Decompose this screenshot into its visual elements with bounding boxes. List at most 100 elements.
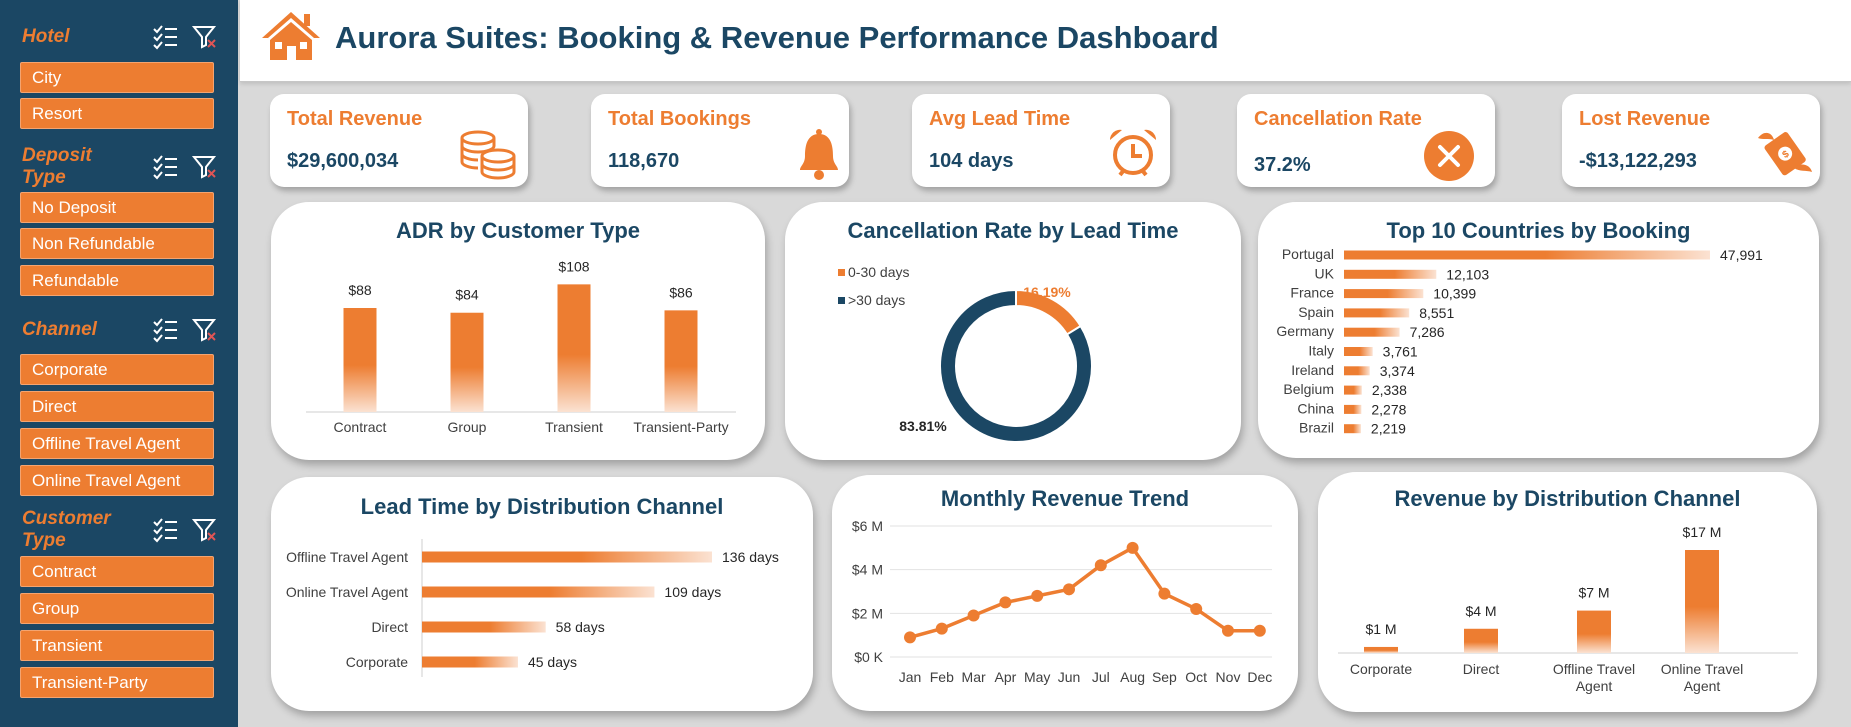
category-label: Offline Travel Agent — [286, 549, 408, 565]
x-tick-label: Feb — [930, 669, 954, 685]
data-point — [967, 609, 980, 622]
adr-chart-panel: ADR by Customer Type $88 Contract $84 Group… — [271, 202, 765, 460]
kpi-card-total-revenue: Total Revenue $29,600,034 — [270, 94, 528, 187]
data-label: 109 days — [664, 584, 721, 600]
data-label: $4 M — [1465, 603, 1496, 619]
slicer-item[interactable]: Transient — [20, 630, 214, 661]
category-label: UK — [1315, 265, 1335, 281]
category-label: Offline Travel — [1553, 661, 1635, 677]
kpi-label: Total Revenue — [287, 108, 423, 130]
chart-title: Lead Time by Distribution Channel — [360, 494, 724, 519]
data-label: 83.81% — [899, 418, 947, 434]
bar — [1344, 327, 1400, 337]
kpi-card-lost-revenue: Lost Revenue -$13,122,293 $ — [1562, 94, 1820, 187]
data-label: 12,103 — [1446, 266, 1489, 282]
category-label: Spain — [1298, 304, 1334, 320]
data-point — [935, 622, 948, 635]
donut-slice — [939, 288, 1093, 443]
bar — [1577, 610, 1611, 653]
data-label: 10,399 — [1433, 286, 1476, 302]
category-label: Ireland — [1291, 362, 1334, 378]
x-tick-label: May — [1024, 669, 1050, 685]
kpi-label: Cancellation Rate — [1254, 108, 1422, 130]
slicer-header: Channel — [22, 315, 218, 345]
slicer-item[interactable]: Corporate — [20, 354, 214, 385]
slicer-title: Channel — [22, 319, 97, 340]
clear-filter-icon[interactable] — [192, 154, 218, 180]
bar — [422, 551, 712, 563]
kpi-card-cancellation-rate: Cancellation Rate 37.2% — [1237, 94, 1495, 187]
slicer-item[interactable]: No Deposit — [20, 192, 214, 223]
category-label: Online Travel — [1661, 661, 1743, 677]
category-label: Italy — [1308, 343, 1334, 359]
monthly-chart-panel: Monthly Revenue Trend $0 K $2 M $4 M $6 M Ja… — [832, 475, 1298, 711]
legend-label: >30 days — [848, 292, 905, 308]
slicer-item[interactable]: Resort — [20, 98, 214, 129]
kpi-value: 118,670 — [608, 150, 680, 172]
slicer-item[interactable]: Offline Travel Agent — [20, 428, 214, 459]
slicer-item[interactable]: Refundable — [20, 265, 214, 296]
bar — [450, 312, 484, 412]
bar — [1344, 366, 1370, 376]
data-point — [1094, 559, 1107, 572]
multi-select-icon[interactable] — [152, 317, 178, 343]
y-tick-label: $0 K — [854, 649, 883, 665]
bar — [422, 621, 546, 633]
data-label: 3,374 — [1380, 363, 1415, 379]
multi-select-icon[interactable] — [152, 517, 178, 543]
data-label: 47,991 — [1720, 247, 1763, 263]
slicer-title: Hotel — [22, 26, 70, 47]
category-label: Corporate — [1350, 661, 1412, 677]
category-label: Online Travel Agent — [286, 584, 408, 600]
data-label: 2,219 — [1371, 421, 1406, 437]
header-bar: Aurora Suites: Booking & Revenue Perform… — [240, 0, 1851, 82]
category-label: Agent — [1576, 678, 1613, 694]
data-label: 7,286 — [1410, 324, 1445, 340]
slicer-item[interactable]: Direct — [20, 391, 214, 422]
multi-select-icon[interactable] — [152, 24, 178, 50]
slicer-item[interactable]: Online Travel Agent — [20, 465, 214, 496]
data-label: 58 days — [556, 619, 605, 635]
cancel-icon — [1424, 131, 1474, 181]
y-tick-label: $4 M — [852, 562, 883, 578]
clear-filter-icon[interactable] — [192, 317, 218, 343]
data-point — [1158, 587, 1171, 600]
page-title: Aurora Suites: Booking & Revenue Perform… — [335, 20, 1219, 55]
flying-money-icon: $ — [1758, 132, 1812, 176]
bar — [1464, 628, 1498, 653]
clear-filter-icon[interactable] — [192, 517, 218, 543]
data-label: 3,761 — [1383, 344, 1418, 360]
x-tick-label: Jul — [1092, 669, 1110, 685]
data-label: $7 M — [1578, 585, 1609, 601]
bar — [1685, 550, 1719, 653]
legend-swatch — [838, 297, 845, 304]
revenue-channel-bar-chart: $1 M Corporate $4 M Direct $7 M Offline Trave… — [1338, 524, 1798, 694]
countries-bar-chart: Portugal 47,991 UK 12,103 France 10,399 Spain 8… — [1276, 246, 1763, 437]
chart-title: Cancellation Rate by Lead Time — [847, 218, 1179, 243]
slicer-item[interactable]: Contract — [20, 556, 214, 587]
clear-filter-icon[interactable] — [192, 24, 218, 50]
bar — [1344, 269, 1437, 279]
kpi-label: Lost Revenue — [1579, 108, 1711, 130]
bell-icon — [800, 129, 838, 180]
multi-select-icon[interactable] — [152, 154, 178, 180]
slicer-item[interactable]: Group — [20, 593, 214, 624]
alarm-clock-icon — [1109, 129, 1157, 177]
bar — [1344, 308, 1410, 318]
kpi-label: Avg Lead Time — [929, 108, 1071, 130]
slicer-item[interactable]: Transient-Party — [20, 667, 214, 698]
category-label: Direct — [1463, 661, 1500, 677]
bar — [422, 586, 655, 598]
slicer-item[interactable]: Non Refundable — [20, 228, 214, 259]
data-label: 2,338 — [1372, 382, 1407, 398]
kpi-value: 104 days — [929, 150, 1014, 172]
svg-text:$: $ — [1781, 149, 1792, 161]
x-tick-label: Mar — [962, 669, 986, 685]
data-label: 16.19% — [1023, 284, 1071, 300]
data-label: $84 — [455, 287, 479, 303]
slicer-item[interactable]: City — [20, 62, 214, 93]
x-tick-label: Jun — [1058, 669, 1081, 685]
data-point — [999, 596, 1012, 609]
bar — [1344, 250, 1710, 260]
series-line — [909, 546, 1260, 640]
